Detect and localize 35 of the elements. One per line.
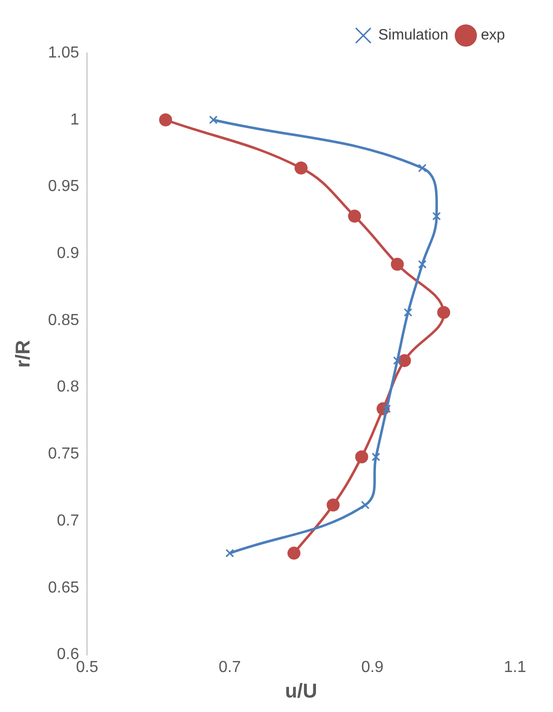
point <box>418 260 427 269</box>
y-tick-label: 1 <box>70 111 80 128</box>
point <box>418 164 427 172</box>
point <box>404 308 412 317</box>
point <box>432 212 441 220</box>
y-tick-label: 0.75 <box>48 446 80 463</box>
point <box>390 258 404 271</box>
point <box>355 450 368 464</box>
y-tick-label: 1.05 <box>48 44 80 62</box>
point <box>159 113 172 126</box>
point <box>209 116 218 124</box>
point <box>348 210 362 223</box>
y-tick-label: 0.8 <box>56 378 80 396</box>
point <box>437 306 450 319</box>
x-tick-label: 0.7 <box>218 658 241 676</box>
legend-label: exp <box>480 26 506 44</box>
point <box>372 452 380 462</box>
x-axis-title: u/U <box>284 680 318 703</box>
y-tick-label: 0.7 <box>56 512 80 530</box>
x-tick-label: 0.9 <box>361 658 384 676</box>
point <box>398 354 411 368</box>
legend-label: Simulation <box>378 26 448 44</box>
y-tick-label: 0.65 <box>48 579 80 596</box>
point <box>287 546 300 560</box>
point <box>294 162 308 175</box>
x-tick-label: 0.5 <box>76 658 98 676</box>
point <box>225 548 234 558</box>
y-tick-label: 0.85 <box>48 312 80 329</box>
point <box>360 500 370 510</box>
point <box>326 498 340 512</box>
y-tick-label: 0.95 <box>48 178 80 196</box>
x-tick-label: 1.1 <box>504 658 526 676</box>
point <box>393 356 402 365</box>
y-tick-label: 0.9 <box>56 245 80 262</box>
y-axis-title: r/R <box>12 339 35 368</box>
